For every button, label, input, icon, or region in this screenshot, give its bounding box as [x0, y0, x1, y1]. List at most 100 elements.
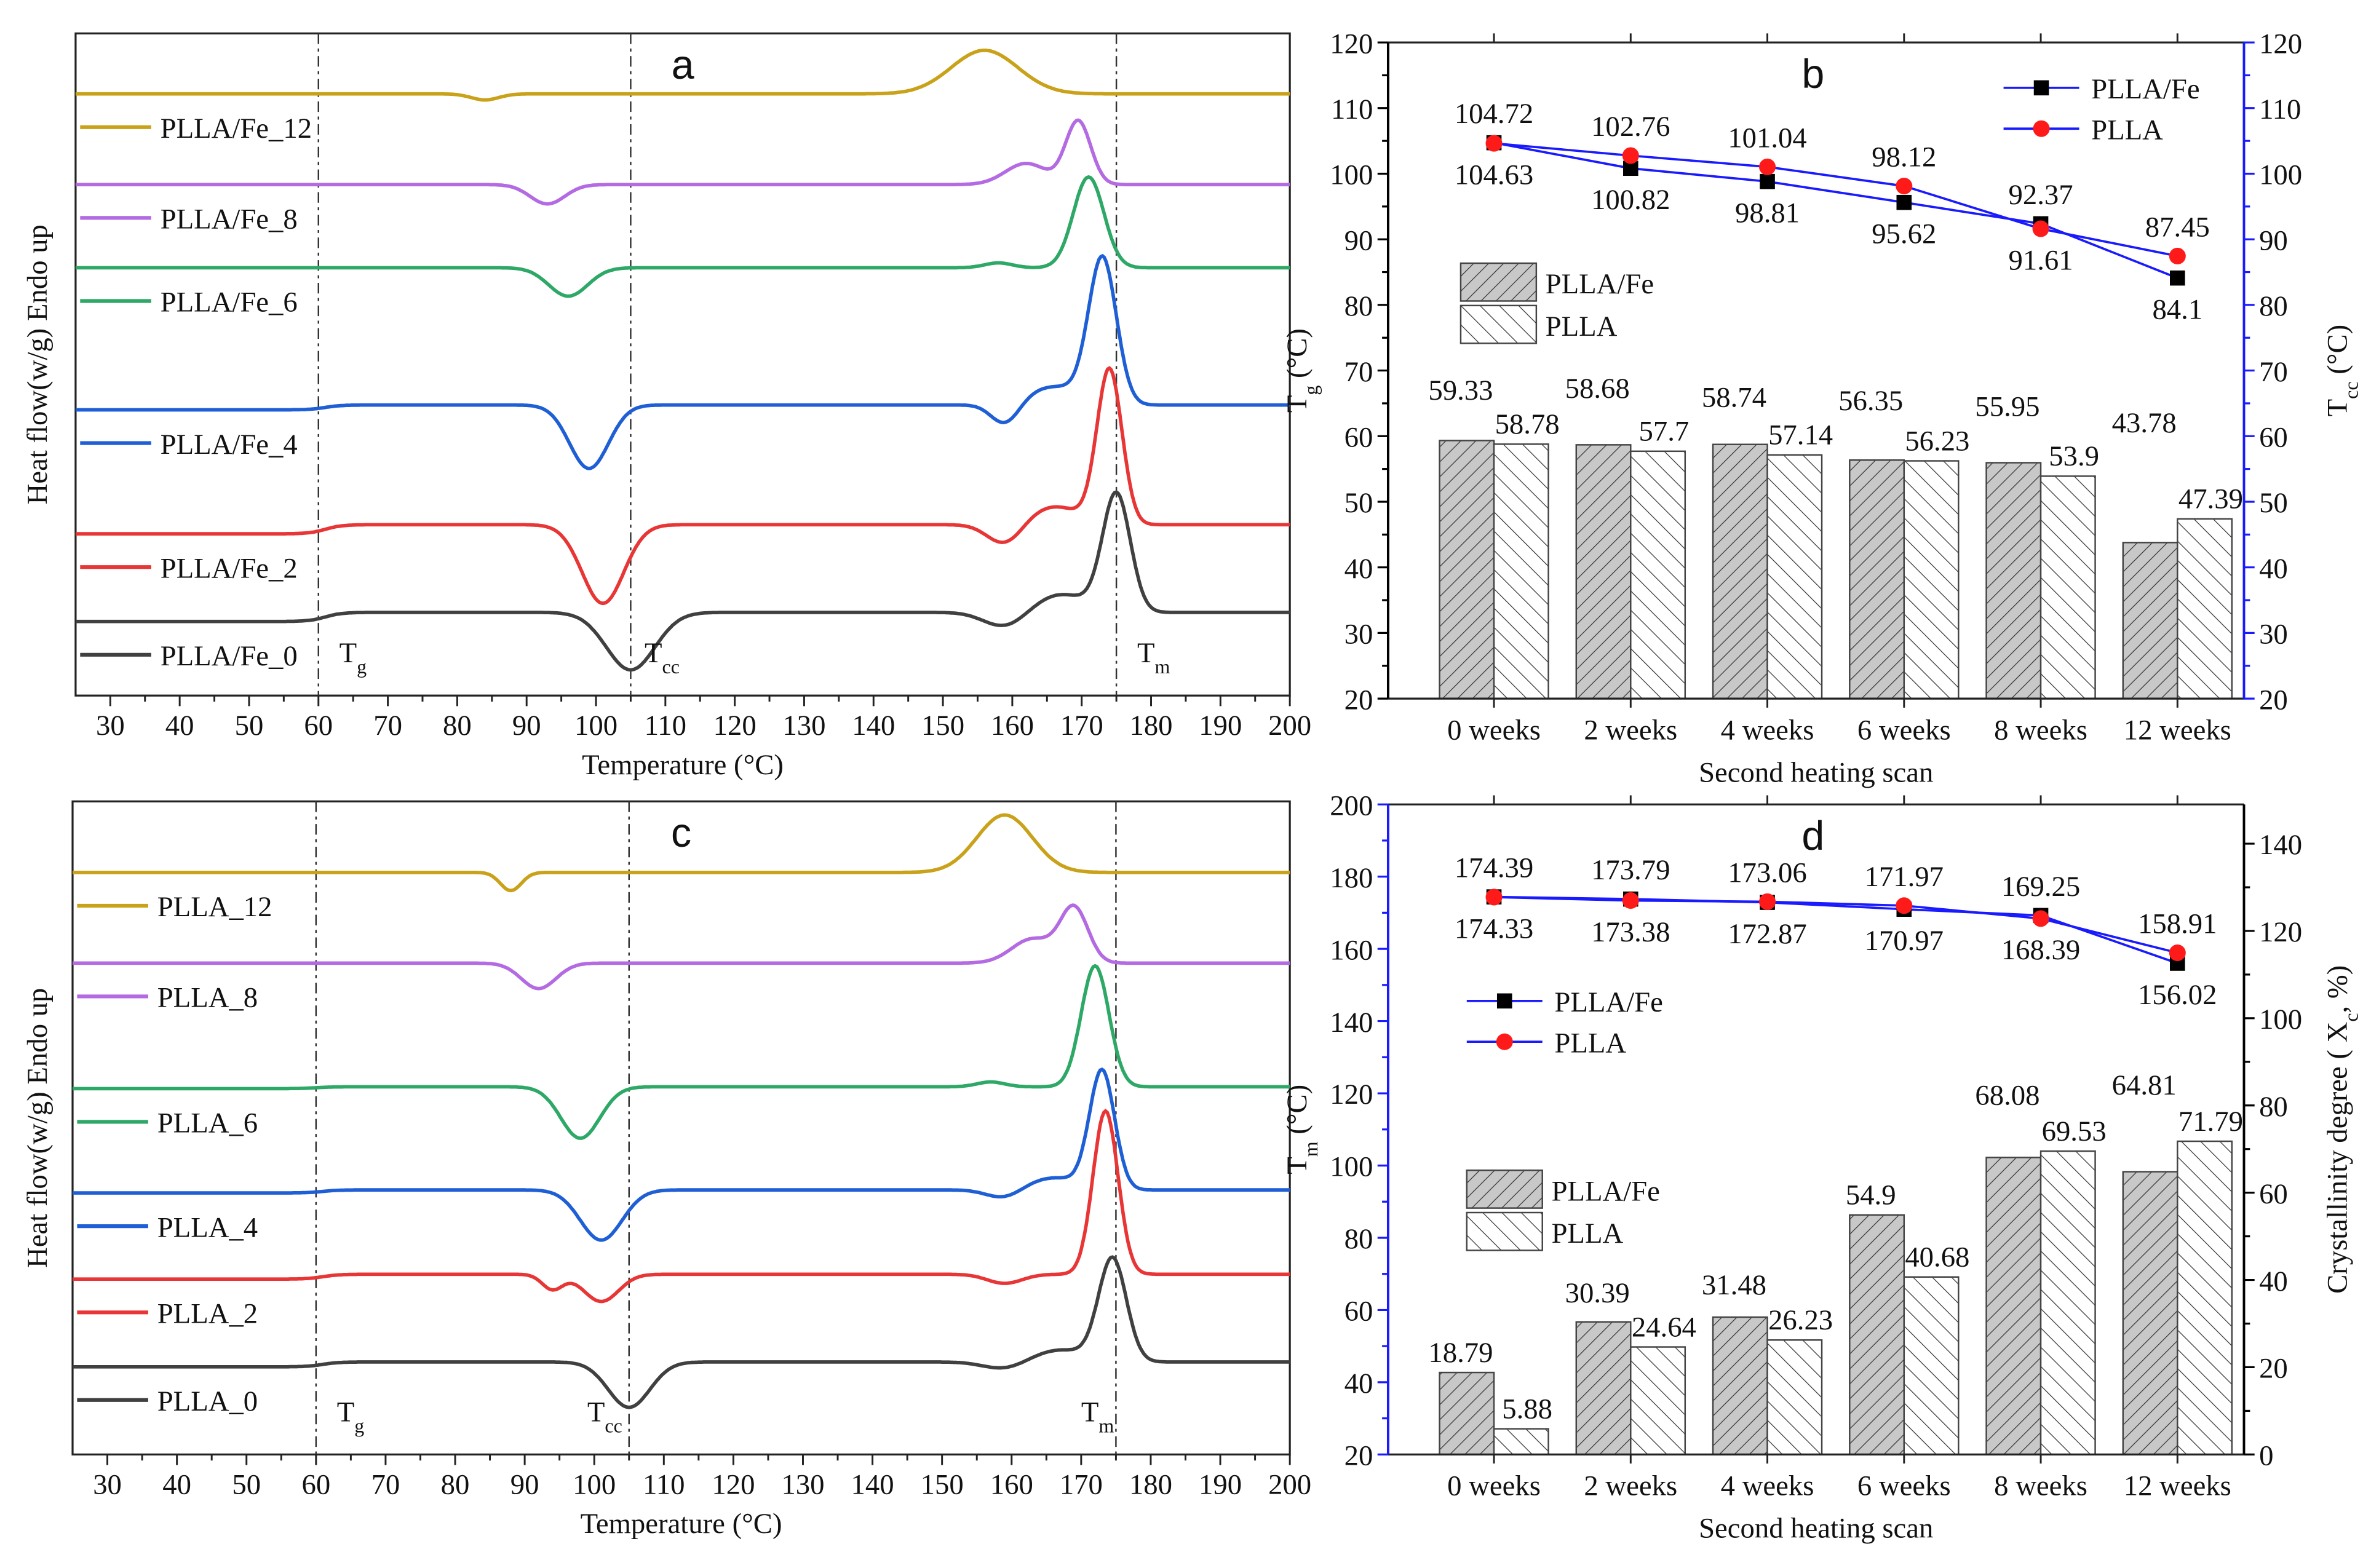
legend-label: PLLA/Fe — [1546, 268, 1654, 300]
dsc-curve-plla-fe-0 — [75, 490, 1290, 672]
panel-a-dsc-plla-fe: 30 40 50 60 70 80 90 100 110 120 130 140 150 160 170 18… — [22, 32, 1311, 781]
x-category-label: 4 weeks — [1721, 714, 1814, 746]
bar-plla-fe-2 — [1712, 1316, 1768, 1455]
right-y-axis-title-rest: (°C) — [2322, 325, 2354, 382]
annotation-Tm-subscript: m — [1098, 1415, 1114, 1436]
circle-marker — [2032, 910, 2049, 927]
circle-marker — [1485, 135, 1503, 152]
x-tick-label: 50 — [232, 1468, 261, 1500]
bar-value-label: 54.9 — [1846, 1179, 1896, 1211]
x-tick-label: 150 — [921, 710, 964, 742]
x-tick-label: 170 — [1060, 710, 1103, 742]
bar-plla-2 — [1766, 454, 1823, 700]
annotation-Tm-subscript: m — [1154, 656, 1170, 678]
left-y-tick-label: 100 — [1330, 159, 1373, 191]
bar-plla-fe-4 — [1985, 1157, 2042, 1455]
point-value-label: 174.39 — [1455, 852, 1533, 884]
x-category-label: 12 weeks — [2124, 1470, 2231, 1502]
x-category-label: 0 weeks — [1447, 1470, 1541, 1502]
legend-label: PLLA/Fe_12 — [161, 113, 312, 145]
x-category-label: 8 weeks — [1994, 1470, 2087, 1502]
left-y-tick-label: 20 — [1344, 1440, 1373, 1472]
x-axis-title: Temperature (°C) — [582, 749, 784, 781]
x-tick-label: 60 — [301, 1468, 330, 1500]
legend-label: PLLA/Fe_2 — [161, 552, 298, 584]
point-value-label: 84.1 — [2152, 294, 2202, 326]
annotation-Tcc-main: T — [645, 637, 662, 669]
bar-value-label: 24.64 — [1632, 1311, 1696, 1343]
x-tick-label: 70 — [373, 710, 402, 742]
legend-label: PLLA — [1546, 311, 1618, 343]
legend-bar-swatch — [1460, 304, 1538, 344]
legend-label: PLLA_0 — [157, 1385, 258, 1417]
annotation-Tcc: Tcc — [587, 1396, 622, 1436]
bar-plla-1 — [1630, 450, 1686, 700]
annotation-Tcc-subscript: cc — [662, 656, 680, 678]
point-value-label: 173.79 — [1591, 854, 1670, 886]
legend-label: PLLA — [2091, 114, 2163, 146]
right-y-tick-label: 110 — [2259, 93, 2301, 125]
bar-value-label: 40.68 — [1905, 1241, 1969, 1273]
legend-bar-swatch — [1466, 1169, 1543, 1209]
bar-plla-4 — [2039, 1150, 2096, 1455]
legend-label: PLLA/Fe_0 — [161, 640, 298, 672]
right-y-tick-label: 80 — [2259, 1091, 2288, 1123]
bar-plla-fe-3 — [1849, 1214, 1905, 1455]
legend-bar-swatch — [1460, 262, 1538, 302]
legend-label: PLLA_2 — [157, 1297, 258, 1329]
x-tick-label: 90 — [510, 1468, 539, 1500]
annotation-Tg-main: T — [337, 1396, 355, 1428]
point-value-label: 101.04 — [1728, 122, 1806, 154]
annotation-Tg: Tg — [337, 1396, 365, 1436]
point-value-label: 91.61 — [2009, 244, 2073, 276]
point-value-label: 104.63 — [1455, 159, 1533, 191]
circle-marker — [1896, 178, 1913, 195]
dsc-curve-plla-6 — [73, 964, 1290, 1140]
legend-label: PLLA — [1554, 1027, 1626, 1059]
right-y-tick-label: 50 — [2259, 487, 2288, 519]
right-y-tick-label: 60 — [2259, 421, 2288, 453]
bar-value-label: 5.88 — [1502, 1393, 1552, 1425]
left-y-axis-title-subscript: g — [1300, 386, 1322, 395]
left-y-axis-title: Tg (°C) — [1281, 328, 1322, 413]
line-series-plla — [1493, 142, 2178, 258]
legend-square-marker — [1496, 993, 1512, 1009]
left-y-tick-label: 120 — [1330, 28, 1373, 60]
left-y-tick-label: 90 — [1344, 224, 1373, 256]
x-tick-label: 70 — [371, 1468, 400, 1500]
legend-circle-marker — [1496, 1033, 1513, 1050]
bar-plla-3 — [1903, 460, 1960, 700]
point-value-label: 104.72 — [1455, 98, 1533, 130]
left-y-tick-label: 60 — [1344, 421, 1373, 453]
point-value-label: 102.76 — [1591, 111, 1670, 143]
bar-plla-fe-0 — [1439, 1371, 1495, 1455]
x-tick-label: 110 — [643, 1468, 685, 1500]
legend-bar-swatch — [1466, 1211, 1543, 1251]
left-y-tick-label: 120 — [1330, 1079, 1373, 1111]
right-y-tick-label: 60 — [2259, 1178, 2288, 1210]
x-tick-label: 160 — [991, 710, 1034, 742]
right-y-tick-label: 120 — [2259, 28, 2302, 60]
x-category-label: 0 weeks — [1447, 714, 1541, 746]
bar-plla-fe-1 — [1575, 444, 1632, 700]
bar-value-label: 71.79 — [2178, 1106, 2243, 1138]
x-axis-title: Second heating scan — [1699, 756, 1933, 788]
x-tick-label: 200 — [1268, 710, 1311, 742]
left-y-tick-label: 140 — [1330, 1007, 1373, 1039]
left-y-tick-label: 160 — [1330, 934, 1373, 966]
square-marker — [2170, 270, 2185, 286]
dsc-curve-plla-fe-6 — [75, 175, 1290, 298]
left-y-tick-label: 110 — [1331, 93, 1373, 125]
right-y-axis-title: Tcc (°C) — [2322, 325, 2362, 417]
x-tick-label: 180 — [1129, 710, 1172, 742]
x-tick-label: 140 — [852, 710, 895, 742]
dsc-curve-plla-12 — [73, 813, 1290, 893]
left-y-tick-label: 30 — [1344, 619, 1373, 651]
dsc-curve-plla-fe-4 — [75, 253, 1290, 470]
right-y-tick-label: 20 — [2259, 1353, 2288, 1385]
right-y-axis-title-rest: , %) — [2322, 965, 2354, 1013]
x-category-label: 6 weeks — [1857, 1470, 1951, 1502]
annotation-Tcc-main: T — [587, 1396, 605, 1428]
bar-plla-fe-5 — [2122, 542, 2178, 700]
right-y-tick-label: 100 — [2259, 159, 2302, 191]
